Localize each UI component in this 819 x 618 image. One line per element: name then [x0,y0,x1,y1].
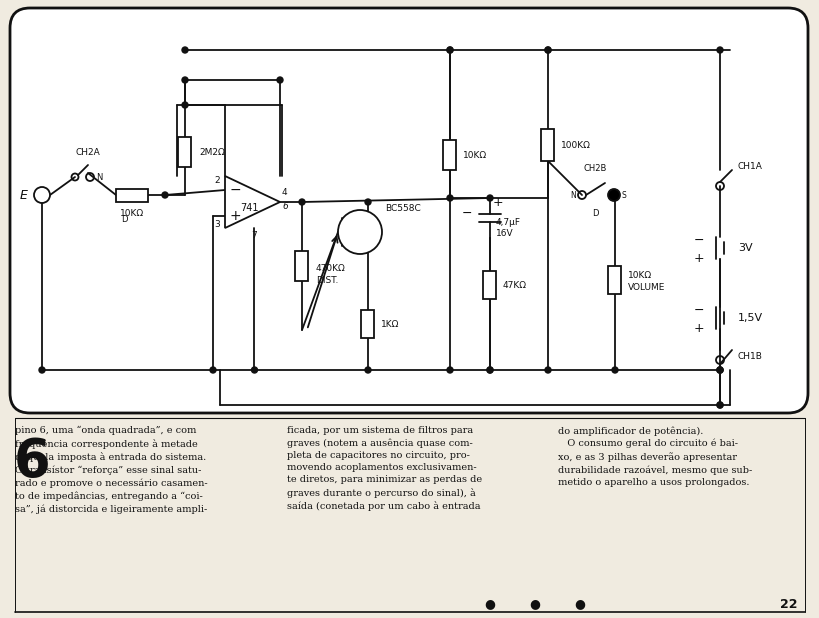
Circle shape [486,195,492,201]
Circle shape [337,210,382,254]
Text: 6: 6 [14,436,50,488]
Text: ficada, por um sistema de filtros para
graves (notem a ausência quase com-
pleta: ficada, por um sistema de filtros para g… [287,426,482,511]
Circle shape [545,367,550,373]
Circle shape [716,47,722,53]
Text: 10KΩ: 10KΩ [463,151,486,159]
Text: 10KΩ: 10KΩ [120,209,144,218]
Text: CH1A: CH1A [737,161,762,171]
Text: ●: ● [484,598,495,611]
Circle shape [716,402,722,408]
Circle shape [210,367,215,373]
Text: E: E [20,188,28,201]
Circle shape [486,367,492,373]
Text: 4,7µF: 4,7µF [495,218,520,227]
Text: +: + [492,195,503,208]
Circle shape [716,402,722,408]
Circle shape [299,199,305,205]
Bar [179,137,192,167]
Text: D: D [120,215,127,224]
Text: −: − [229,183,242,197]
Bar [361,310,374,338]
Text: 100KΩ: 100KΩ [560,140,590,150]
Text: 10KΩ: 10KΩ [627,271,651,279]
Text: 1,5V: 1,5V [737,313,762,323]
Bar [115,188,147,201]
Circle shape [486,367,492,373]
Text: DIST.: DIST. [315,276,338,284]
Text: N: N [569,190,575,200]
Text: 47KΩ: 47KΩ [502,281,527,289]
Text: −: − [693,234,704,247]
Text: ●: ● [529,598,540,611]
Circle shape [182,77,188,83]
Text: −: − [693,303,704,316]
Bar [608,266,621,294]
Text: pino 6, uma “onda quadrada”, e com
freqüência correspondente à metade
daquela im: pino 6, uma “onda quadrada”, e com freqü… [15,426,207,514]
Bar [443,140,456,170]
Circle shape [611,367,618,373]
Circle shape [545,47,550,53]
Polygon shape [224,176,279,228]
Bar [483,271,495,299]
Text: 6: 6 [282,201,287,211]
Text: 22: 22 [780,598,797,611]
Text: +: + [229,209,242,223]
Text: do amplificador de potência).
   O consumo geral do circuito é bai-
xo, e as 3 p: do amplificador de potência). O consumo … [557,426,751,487]
Circle shape [182,102,188,108]
Text: D: D [591,209,598,218]
Text: CH2A: CH2A [75,148,100,157]
Circle shape [446,367,452,373]
Text: 4: 4 [282,187,287,197]
Text: 741: 741 [240,203,259,213]
Circle shape [364,199,370,205]
Circle shape [607,189,619,201]
Text: 3V: 3V [737,243,752,253]
Circle shape [446,47,452,53]
Text: 470KΩ: 470KΩ [315,263,346,273]
Text: ●: ● [574,598,585,611]
Circle shape [39,367,45,373]
Text: BC558C: BC558C [385,203,420,213]
Circle shape [182,47,188,53]
Bar [541,129,554,161]
Circle shape [34,187,50,203]
Bar [295,251,308,281]
Circle shape [446,47,452,53]
Text: S: S [622,190,626,200]
FancyBboxPatch shape [10,8,807,413]
Circle shape [251,367,257,373]
Text: CH2B: CH2B [582,164,606,173]
Text: 16V: 16V [495,229,513,237]
Text: CH1B: CH1B [737,352,762,360]
Circle shape [446,195,452,201]
Circle shape [162,192,168,198]
Circle shape [716,367,722,373]
Circle shape [364,367,370,373]
Circle shape [545,47,550,53]
Text: +: + [693,321,704,334]
Text: 2M2Ω: 2M2Ω [199,148,224,156]
Text: −: − [461,206,472,219]
Text: VOLUME: VOLUME [627,282,664,292]
Circle shape [716,367,722,373]
Text: N: N [96,172,102,182]
Circle shape [716,367,722,373]
Text: 7: 7 [251,231,257,240]
Text: +: + [693,252,704,265]
Text: 3: 3 [214,219,219,229]
Text: 1KΩ: 1KΩ [381,320,399,329]
Circle shape [277,77,283,83]
Text: 2: 2 [214,176,219,185]
